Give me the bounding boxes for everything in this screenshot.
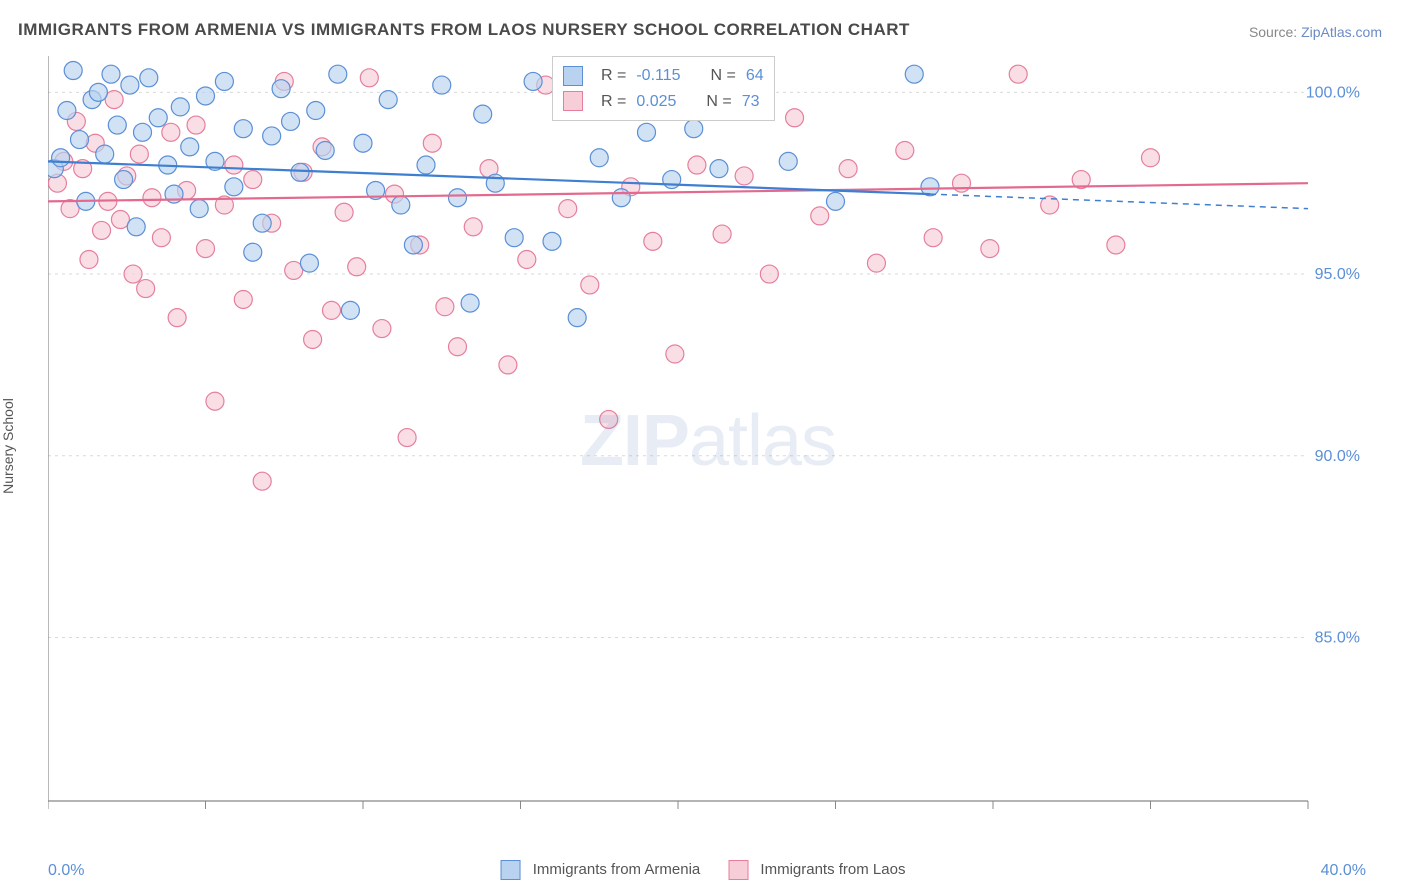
n-label: N =: [706, 89, 731, 115]
svg-text:100.0%: 100.0%: [1306, 84, 1360, 101]
svg-text:90.0%: 90.0%: [1315, 448, 1360, 465]
legend-label-laos: Immigrants from Laos: [760, 861, 905, 878]
armenia-n-value: 64: [746, 63, 764, 89]
source-value: ZipAtlas.com: [1301, 24, 1382, 40]
legend-item-armenia: Immigrants from Armenia: [501, 860, 701, 880]
svg-text:85.0%: 85.0%: [1315, 629, 1360, 646]
swatch-armenia: [501, 860, 521, 880]
legend-item-laos: Immigrants from Laos: [728, 860, 905, 880]
n-label: N =: [711, 63, 736, 89]
source-label: Source:: [1249, 24, 1297, 40]
swatch-laos: [563, 91, 583, 111]
x-axis-right-label: 40.0%: [1321, 862, 1366, 880]
y-axis-label: Nursery School: [0, 398, 16, 494]
x-axis-left-label: 0.0%: [48, 862, 84, 880]
source-line: Source: ZipAtlas.com: [1249, 24, 1382, 40]
scatter-chart: 85.0% 90.0% 95.0% 100.0%: [48, 56, 1368, 826]
r-label: R =: [601, 63, 626, 89]
chart-area: 85.0%90.0%95.0%100.0% ZIPatlas R = -0.11…: [48, 56, 1368, 826]
armenia-r-value: -0.115: [636, 63, 680, 89]
chart-title: IMMIGRANTS FROM ARMENIA VS IMMIGRANTS FR…: [18, 20, 910, 40]
bottom-legend: Immigrants from Armenia Immigrants from …: [501, 860, 906, 880]
stats-legend-box: R = -0.115 N = 64 R = 0.025 N = 73: [552, 56, 775, 121]
legend-label-armenia: Immigrants from Armenia: [533, 861, 701, 878]
laos-r-value: 0.025: [636, 89, 676, 115]
swatch-laos: [728, 860, 748, 880]
stats-row-armenia: R = -0.115 N = 64: [563, 63, 764, 89]
r-label: R =: [601, 89, 626, 115]
stats-row-laos: R = 0.025 N = 73: [563, 89, 764, 115]
swatch-armenia: [563, 66, 583, 86]
svg-text:95.0%: 95.0%: [1315, 266, 1360, 283]
laos-n-value: 73: [742, 89, 760, 115]
